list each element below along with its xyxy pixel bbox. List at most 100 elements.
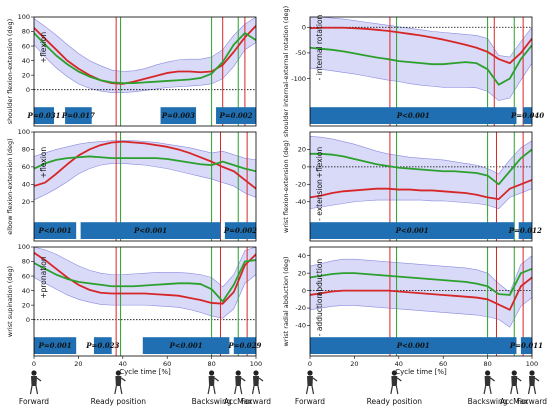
phase-label: Backswing [468, 397, 508, 406]
player-leg-icon [515, 385, 519, 395]
player-figure-icon [390, 370, 402, 395]
player-head-icon [391, 370, 397, 376]
player-figure-icon [251, 370, 264, 395]
pvalue-bar-2 [520, 337, 532, 354]
player-leg-icon [234, 385, 237, 395]
player-leg-icon [483, 385, 487, 395]
y-tick-label: 20 [298, 269, 306, 277]
x-tick-label: 40 [395, 360, 403, 368]
y-tick-label: 20 [22, 71, 30, 79]
player-body-icon [208, 376, 215, 386]
pvalue-label-1: P=0.001 [38, 341, 72, 350]
x-tick-label: 0 [32, 360, 36, 368]
phase-label: AccMax [224, 397, 253, 406]
x-tick-label: 40 [119, 360, 127, 368]
player-arm-icon [312, 377, 318, 382]
y-tick-label: -50 [295, 49, 306, 57]
series-line-red [310, 179, 532, 201]
y-tick-label: 20 [298, 146, 306, 154]
player-head-icon [115, 370, 121, 376]
phase-label: AccMax [500, 397, 529, 406]
x-tick-label: 60 [163, 360, 171, 368]
series-line-green [310, 267, 532, 296]
series-line-green [34, 32, 256, 85]
player-leg-icon [489, 385, 492, 395]
player-arm-icon [516, 377, 522, 382]
pvalue-bar-2 [518, 222, 532, 239]
player-leg-icon [527, 385, 531, 395]
y-tick-label: 20 [22, 301, 30, 309]
player-figure-icon [234, 370, 246, 395]
x-tick-label: 80 [483, 360, 491, 368]
pvalue-bar-1 [310, 222, 515, 239]
pvalue-label-1: P<0.001 [396, 111, 430, 120]
player-body-icon [307, 376, 313, 386]
player-figure-icon [29, 370, 42, 395]
player-leg-icon [35, 385, 39, 395]
chart-panel-1: P=0.031 P=0.017 P=0.003 P=0.002 0 20 40 60 80 100… [6, 13, 257, 127]
player-body-icon [253, 376, 259, 386]
pvalue-label-2: P=0.040 [510, 111, 544, 120]
player-leg-icon [114, 385, 117, 395]
y-axis-label: wrist supination (deg) [6, 266, 14, 337]
player-head-icon [235, 370, 241, 376]
player-arm-icon [490, 377, 495, 382]
player-leg-icon [119, 385, 123, 395]
y-tick-label: 60 [22, 163, 30, 171]
panel-frame [33, 16, 257, 127]
player-figure-icon [114, 370, 126, 395]
direction-annotation-lower: - adduction [315, 294, 324, 337]
phase-label: Forward [517, 397, 547, 406]
phase-label: Backswing [192, 397, 232, 406]
series-line-green [34, 259, 256, 303]
player-arm-icon [214, 377, 219, 382]
player-head-icon [529, 370, 535, 376]
y-tick-label: 40 [22, 181, 30, 189]
player-leg-icon [207, 385, 211, 395]
y-tick-label: 0 [26, 86, 30, 94]
chart-panel-3: P<0.001 P<0.001 P=0.002 20 40 60 80 100 elbow fl… [6, 128, 257, 242]
player-body-icon [391, 376, 398, 386]
player-head-icon [209, 370, 215, 376]
pvalue-bar-1 [34, 222, 77, 239]
series-line-red [34, 140, 256, 190]
player-arm-icon [121, 377, 126, 382]
pvalue-bar-2 [65, 107, 92, 124]
player-head-icon [485, 370, 491, 376]
x-axis-label: Cycle time [%] [395, 368, 447, 376]
phase-label: Forward [19, 397, 49, 406]
pvalue-label-1: P<0.001 [38, 226, 72, 235]
y-tick-label: 0 [302, 23, 306, 31]
player-body-icon [484, 376, 491, 386]
y-tick-label: -40 [295, 198, 306, 206]
phase-label: Forward [295, 397, 325, 406]
y-tick-label: 40 [298, 252, 306, 260]
pvalue-label-1: P=0.031 [26, 111, 60, 120]
player-arm-icon [396, 377, 402, 382]
y-tick-label: 40 [22, 57, 30, 65]
player-leg-icon [395, 385, 399, 395]
confidence-band [34, 17, 256, 93]
y-axis-label: shoulder internal-external rotation (deg… [282, 6, 290, 137]
y-tick-label: -100 [291, 75, 306, 83]
chart-panel-2: P<0.001 P=0.040 -100 -50 0 shoulder internal-… [282, 6, 544, 137]
confidence-band [310, 17, 532, 101]
panel-frame [33, 131, 257, 242]
panel-frame [309, 246, 533, 357]
y-tick-label: 60 [22, 42, 30, 50]
direction-annotation: +flexion [315, 147, 324, 179]
player-head-icon [307, 370, 313, 376]
series-line-red [310, 276, 532, 311]
pvalue-bar-2 [523, 107, 532, 124]
x-tick-label: 60 [439, 360, 447, 368]
pvalue-label-3: P=0.002 [223, 226, 257, 235]
y-tick-label: 0 [26, 316, 30, 324]
phase-label: Ready position [91, 397, 147, 406]
pvalue-label-2: P=0.023 [85, 341, 119, 350]
y-tick-label: 100 [18, 243, 30, 251]
pvalue-label-4: P=0.002 [218, 111, 252, 120]
confidence-band [34, 247, 256, 319]
series-line-green [310, 44, 532, 86]
y-tick-label: 80 [22, 146, 30, 154]
phase-label: Ready position [367, 397, 423, 406]
